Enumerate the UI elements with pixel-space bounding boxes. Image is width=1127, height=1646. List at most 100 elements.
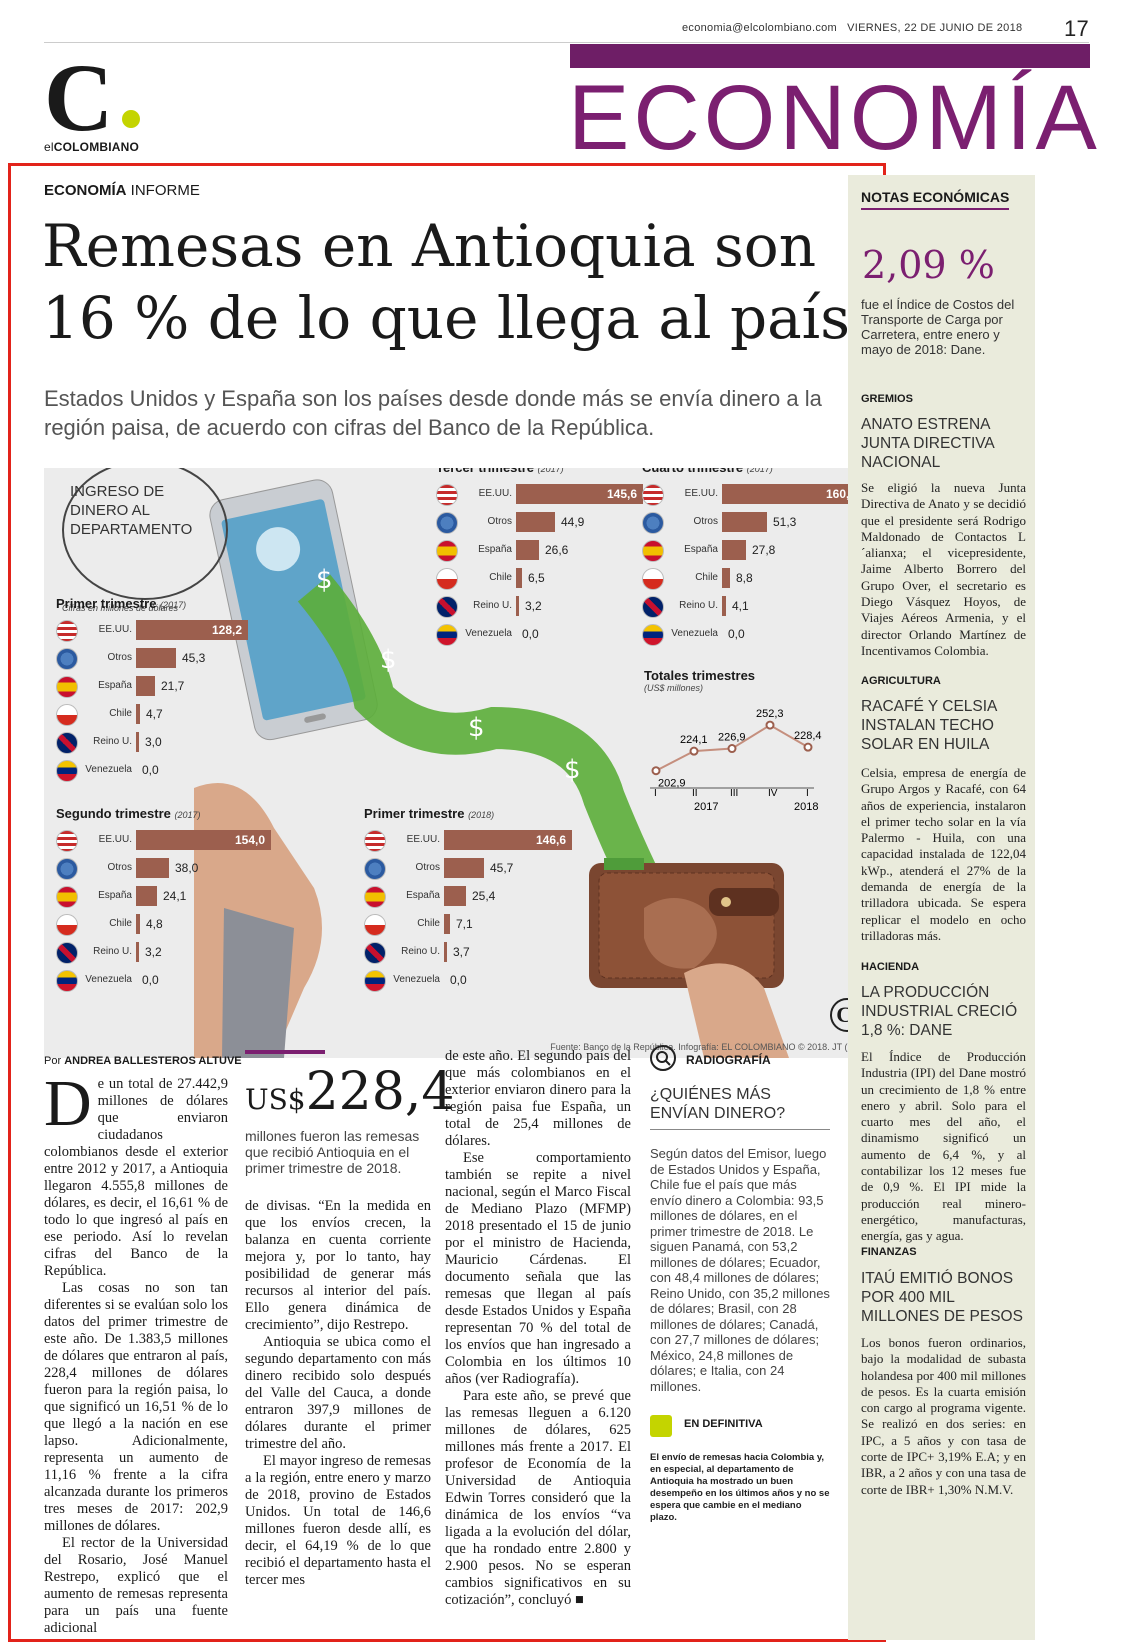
paragraph: El mayor ingreso de remesas a la región,… xyxy=(245,1453,431,1588)
bar-value-label: 44,9 xyxy=(561,515,585,529)
bar-row: España 24,1 xyxy=(56,883,286,911)
bar-row: Reino U. 3,7 xyxy=(364,939,594,967)
sidebar-headline: ITAÚ EMITIÓ BONOS POR 400 MIL MILLONES D… xyxy=(861,1270,1023,1325)
bar-row: Chile 7,1 xyxy=(364,911,594,939)
bar-row: Otros 38,0 xyxy=(56,855,286,883)
usa-flag-icon xyxy=(642,484,664,506)
category-label: EE.UU. xyxy=(684,488,718,499)
category-label: Chile xyxy=(695,572,718,583)
usa-flag-icon xyxy=(436,484,458,506)
category-label: Otros xyxy=(693,516,718,527)
totals-value-label: 226,9 xyxy=(718,732,746,744)
units-note: Cifras en millones de dólares xyxy=(62,603,179,613)
bar xyxy=(136,732,139,752)
bar-value-label: 4,7 xyxy=(146,707,163,721)
bar xyxy=(136,648,176,668)
category-label: España xyxy=(406,890,440,901)
totals-value-label: 224,1 xyxy=(680,734,708,746)
usa-flag-icon xyxy=(56,830,78,852)
infographic-credit: Fuente: Banco de la República. Infografí… xyxy=(550,1042,862,1052)
chart-title: Primer trimestre (2018) xyxy=(364,806,495,821)
category-label: Chile xyxy=(109,708,132,719)
bar-value-label: 25,4 xyxy=(472,889,496,903)
bar-value-label: 3,7 xyxy=(453,945,470,959)
bar xyxy=(722,484,862,504)
bar-row: Otros 45,3 xyxy=(56,645,286,673)
category-label: Otros xyxy=(415,862,440,873)
bar-row: EE.UU. 146,6 xyxy=(364,827,594,855)
checklist-icon xyxy=(650,1415,672,1437)
category-label: Chile xyxy=(417,918,440,929)
sidebar-headline: ANATO ESTRENA JUNTA DIRECTIVA NACIONAL xyxy=(861,416,994,471)
sidebar-title: NOTAS ECONÓMICAS xyxy=(861,189,1010,210)
bar xyxy=(136,914,140,934)
bar-row: España 27,8 xyxy=(642,537,872,565)
venezuela-flag-icon xyxy=(436,624,458,646)
category-label: EE.UU. xyxy=(98,624,132,635)
masthead-dateline: economia@elcolombiano.com VIERNES, 22 DE… xyxy=(682,16,1089,41)
top-rule xyxy=(44,42,1089,43)
bar xyxy=(722,540,746,560)
usa-flag-icon xyxy=(56,620,78,642)
sidebar-section-label: GREMIOS xyxy=(861,393,913,405)
venezuela-flag-icon xyxy=(56,970,78,992)
totals-tick-label: II xyxy=(692,788,698,799)
venezuela-flag-icon xyxy=(364,970,386,992)
chile-flag-icon xyxy=(642,568,664,590)
category-label: Venezuela xyxy=(85,764,132,775)
bar-value-label: 26,6 xyxy=(545,543,569,557)
category-label: Venezuela xyxy=(393,974,440,985)
category-label: Reino U. xyxy=(473,600,512,611)
highlight-rule xyxy=(245,1050,325,1054)
en-definitiva-title: EN DEFINITIVA xyxy=(684,1418,763,1430)
chile-flag-icon xyxy=(436,568,458,590)
radiografia-title: RADIOGRAFÍA xyxy=(686,1053,771,1067)
category-label: Reino U. xyxy=(93,946,132,957)
infographic: $ $ $ $ INGRESO DE DINERO AL DEPARTAMENT… xyxy=(44,468,874,1058)
bar-row: Venezuela 0,0 xyxy=(642,621,872,649)
globe-icon xyxy=(56,858,78,880)
bar xyxy=(516,540,539,560)
bar-value-label: 27,8 xyxy=(752,543,776,557)
newspaper-logo[interactable]: C elCOLOMBIANO xyxy=(44,49,144,155)
notas-economicas-sidebar: NOTAS ECONÓMICAS 2,09 % fue el Índice de… xyxy=(848,175,1035,1640)
bar-row: Otros 45,7 xyxy=(364,855,594,883)
globe-icon xyxy=(642,512,664,534)
chile-flag-icon xyxy=(56,914,78,936)
sidebar-headline: LA PRODUCCIÓN INDUSTRIAL CRECIÓ 1,8 %: D… xyxy=(861,984,1018,1039)
category-label: EE.UU. xyxy=(478,488,512,499)
bar-value-label: 6,5 xyxy=(528,571,545,585)
category-label: Otros xyxy=(487,516,512,527)
category-label: Venezuela xyxy=(671,628,718,639)
totals-tick-label: IV xyxy=(768,788,778,799)
masthead-email[interactable]: economia@elcolombiano.com xyxy=(682,22,838,34)
dollar-icon: $ xyxy=(316,565,333,595)
category-label: Reino U. xyxy=(679,600,718,611)
bar-value-label: 4,1 xyxy=(732,599,749,613)
bar-row: Venezuela 0,0 xyxy=(364,967,594,995)
bar xyxy=(516,512,555,532)
globe-icon xyxy=(56,648,78,670)
spain-flag-icon xyxy=(364,886,386,908)
paragraph: de divisas. “En la medida en que los env… xyxy=(245,1198,431,1333)
bar xyxy=(136,830,271,850)
article-deck: Estados Unidos y España son los países d… xyxy=(44,386,822,440)
page-number: 17 xyxy=(1064,16,1090,41)
section-title: ECONOMÍA xyxy=(568,67,1101,169)
chile-flag-icon xyxy=(56,704,78,726)
bar-row: EE.UU. 154,0 xyxy=(56,827,286,855)
bar-row: Chile 4,7 xyxy=(56,701,286,729)
bar-value-label: 3,0 xyxy=(145,735,162,749)
totals-point xyxy=(651,766,661,776)
bar-row: Reino U. 4,1 xyxy=(642,593,872,621)
radiografia-box: RADIOGRAFÍA ¿QUIÉNES MÁS ENVÍAN DINERO? … xyxy=(650,1045,830,1394)
category-label: Reino U. xyxy=(401,946,440,957)
category-label: EE.UU. xyxy=(98,834,132,845)
radiografia-text: Según datos del Emisor, luego de Estados… xyxy=(650,1146,830,1394)
totals-tick-label: I xyxy=(654,788,657,799)
sidebar-section-label: FINANZAS xyxy=(861,1246,917,1258)
bar xyxy=(444,886,466,906)
bar-row: Reino U. 3,0 xyxy=(56,729,286,757)
bar xyxy=(516,484,643,504)
